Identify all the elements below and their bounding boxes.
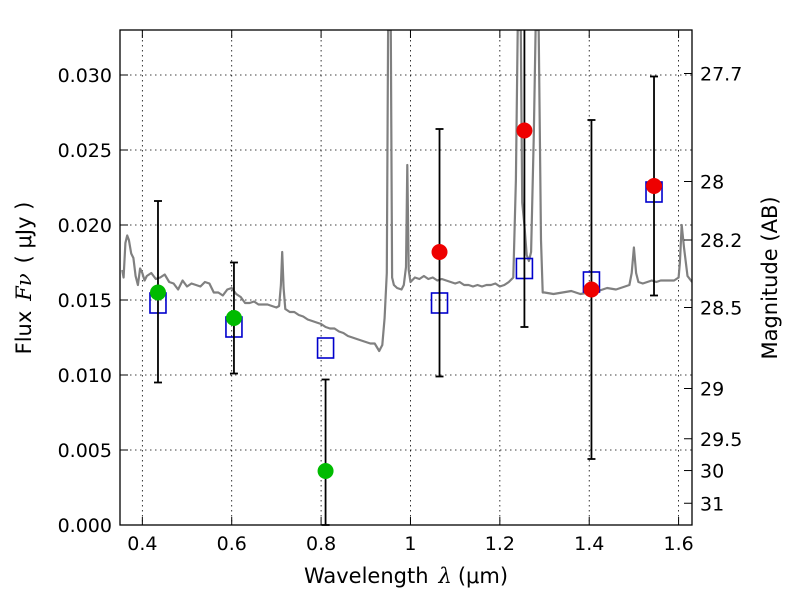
y-axis-label-text: Flux (12, 311, 36, 355)
x-tick-label: 0.4 (127, 533, 157, 555)
y-tick-label: 0.015 (58, 290, 112, 312)
y-tick-label: 0.030 (58, 65, 112, 87)
x-tick-label: 0.8 (306, 533, 336, 555)
y2-tick-label: 30 (700, 461, 724, 483)
y-tick-label: 0.020 (58, 215, 112, 237)
x-axis-label-unit: (μm) (458, 564, 508, 588)
data-point (516, 122, 533, 139)
y2-tick-label: 28.5 (700, 298, 742, 320)
y2-tick-label: 31 (700, 493, 724, 515)
data-point (317, 463, 334, 479)
x-tick-label: 1.6 (663, 533, 693, 555)
x-tick-label: 0.6 (217, 533, 247, 555)
y2-tick-label: 29 (700, 379, 724, 401)
y-tick-label: 0.005 (58, 440, 112, 462)
spectrum-layer (121, 30, 692, 353)
y2-tick-label: 28 (700, 172, 724, 194)
y-axis-label-unit: ( μJy ) (12, 202, 36, 264)
y2-tick-label: 28.2 (700, 230, 742, 252)
y2-axis-label: Magnitude (AB) (758, 196, 782, 359)
y-tick-label: 0.025 (58, 140, 112, 162)
x-axis-label-text: Wavelength (304, 564, 429, 588)
y2-tick-label: 27.7 (700, 64, 742, 86)
marker-layer (149, 30, 663, 526)
data-point (583, 281, 600, 298)
data-point (225, 310, 242, 326)
y-tick-label: 0.010 (58, 365, 112, 387)
y-axis-label: Flux Fν ( μJy ) (12, 202, 36, 355)
ticks: 0.4 0.6 0.8 1 1.2 1.4 1.6 0.000 0.005 0.010 0.015 0… (58, 30, 742, 555)
x-tick-label: 1.2 (485, 533, 515, 555)
x-axis-label: Wavelength λ (μm) (304, 564, 508, 588)
model-square-marker (316, 337, 335, 359)
data-point (431, 244, 448, 260)
spectrum-line (121, 30, 692, 353)
data-point (646, 178, 663, 194)
y-axis-label-symbol: Fν (12, 273, 36, 302)
y-tick-label: 0.000 (58, 515, 112, 537)
y2-tick-label: 29.5 (700, 429, 742, 451)
plot-background (120, 30, 692, 525)
plot-frame (119, 29, 693, 526)
x-tick-label: 1.4 (574, 533, 604, 555)
data-point (149, 284, 166, 301)
x-axis-label-symbol: λ (438, 564, 452, 588)
x-tick-label: 1 (404, 533, 416, 555)
